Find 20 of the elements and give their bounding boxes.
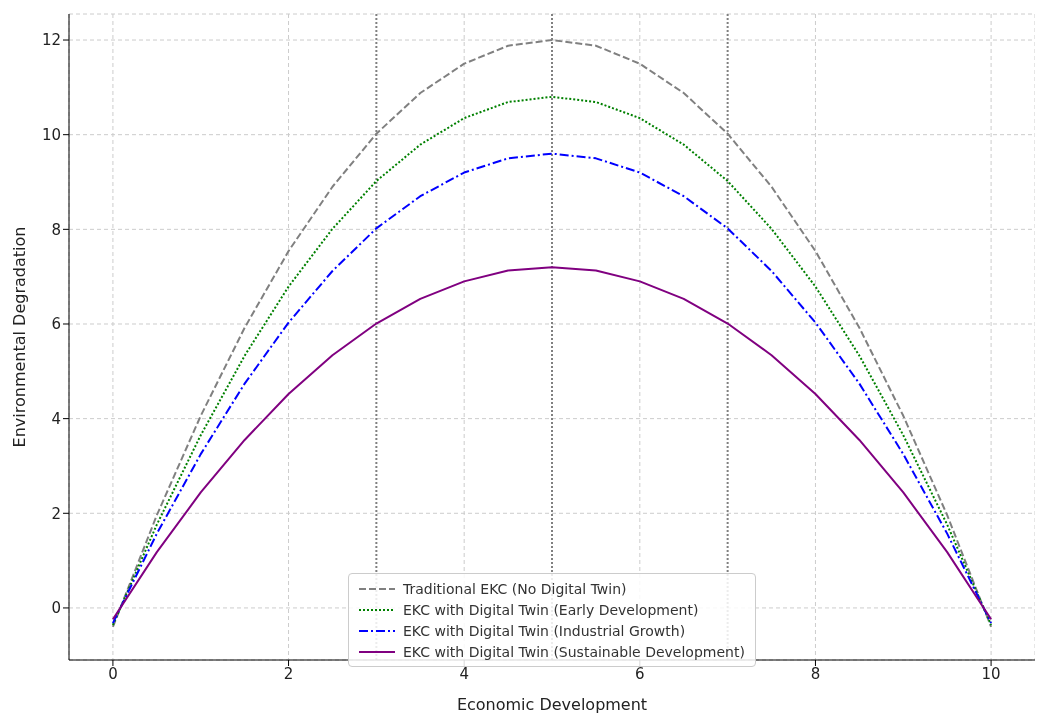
legend-label: EKC with Digital Twin (Industrial Growth)	[403, 622, 686, 639]
y-tick-label: 8	[51, 220, 61, 239]
x-tick-label: 0	[108, 664, 118, 683]
line-series	[111, 266, 993, 621]
x-tick-label: 10	[981, 664, 1001, 683]
legend-label: Traditional EKC (No Digital Twin)	[403, 580, 627, 597]
y-tick-label: 6	[51, 315, 61, 334]
y-tick-label: 10	[41, 126, 61, 145]
y-tick-label: 12	[41, 31, 61, 50]
legend-label: EKC with Digital Twin (Early Development)	[403, 601, 699, 618]
y-axis-title: Environmental Degradation	[9, 226, 29, 448]
y-tick-label: 0	[51, 599, 61, 618]
x-tick-label: 6	[635, 664, 645, 683]
x-tick-label: 4	[459, 664, 469, 683]
x-tick-label: 8	[810, 664, 821, 683]
x-axis-title: Economic Development	[456, 695, 648, 714]
legend-label: EKC with Digital Twin (Sustainable Development)	[403, 643, 745, 660]
y-tick-label: 2	[51, 504, 61, 523]
x-tick-label: 2	[283, 664, 294, 683]
y-tick-label: 4	[51, 409, 61, 428]
